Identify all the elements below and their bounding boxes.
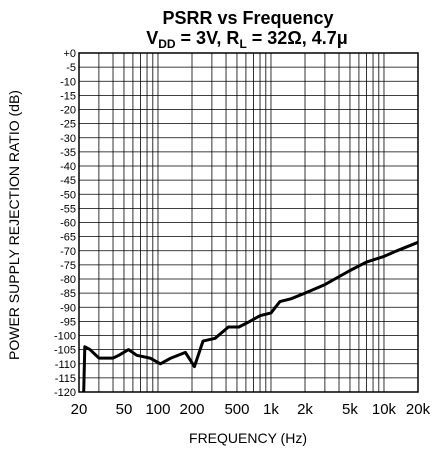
psrr-series-line — [82, 240, 419, 393]
y-tick-label: -35 — [60, 147, 76, 159]
subtitle-v: V — [146, 28, 158, 48]
chart-title: PSRR vs Frequency — [162, 8, 333, 28]
grid — [78, 52, 419, 393]
x-tick-label: 100 — [145, 401, 170, 418]
y-axis-label: POWER SUPPLY REJECTION RATIO (dB) — [6, 90, 22, 360]
y-tick-label: -10 — [60, 76, 76, 88]
y-tick-label: -60 — [60, 218, 76, 230]
y-tick-label: -50 — [60, 189, 76, 201]
y-tick-label: -105 — [54, 345, 76, 357]
y-tick-label: -15 — [60, 90, 76, 102]
subtitle-v-value: = 3V, R — [176, 28, 240, 48]
plot-border — [78, 52, 419, 393]
y-tick-label: -55 — [60, 203, 76, 215]
x-axis-label: FREQUENCY (Hz) — [189, 430, 307, 446]
y-tick-label: -80 — [60, 274, 76, 286]
y-tick-label: -25 — [60, 119, 76, 131]
y-tick-label: -70 — [60, 246, 76, 258]
y-tick-labels: +0 -5 -10 -15 -20 -25 -30 -35 -40 -45 -50 -55 -60 -65… — [54, 48, 76, 399]
y-tick-label: -120 — [54, 387, 76, 399]
x-tick-label: 2k — [297, 401, 313, 418]
subtitle-r-value: = 32Ω, 4.7μ — [247, 28, 348, 48]
y-tick-label: -20 — [60, 105, 76, 117]
y-tick-label: -65 — [60, 232, 76, 244]
x-tick-label: 500 — [224, 401, 249, 418]
y-tick-label: -90 — [60, 302, 76, 314]
y-tick-label: -95 — [60, 316, 76, 328]
y-tick-label: -110 — [55, 359, 76, 371]
chart-subtitle: VDD = 3V, RL = 32Ω, 4.7μ — [146, 28, 348, 51]
y-tick-label: -115 — [55, 373, 76, 385]
y-tick-label: +0 — [63, 48, 76, 60]
y-tick-label: -75 — [60, 260, 76, 272]
y-tick-label: -30 — [60, 133, 76, 145]
x-tick-label: 5k — [342, 401, 358, 418]
x-tick-label: 200 — [179, 401, 204, 418]
x-tick-label: 1k — [263, 401, 279, 418]
x-tick-label: 10k — [372, 401, 397, 418]
x-tick-label: 20k — [406, 401, 431, 418]
x-tick-label: 50 — [116, 401, 133, 418]
y-tick-label: -5 — [66, 62, 76, 74]
subtitle-v-subscript: DD — [158, 37, 176, 51]
y-tick-label: -40 — [60, 161, 76, 173]
series-layer — [82, 240, 419, 393]
subtitle-r-subscript: L — [239, 37, 246, 51]
y-tick-label: -100 — [54, 331, 76, 343]
x-tick-labels: 20 50 100 200 500 1k 2k 5k 10k 20k — [71, 401, 431, 418]
y-tick-label: -85 — [60, 288, 76, 300]
x-tick-label: 20 — [71, 401, 88, 418]
y-tick-label: -45 — [60, 175, 76, 187]
